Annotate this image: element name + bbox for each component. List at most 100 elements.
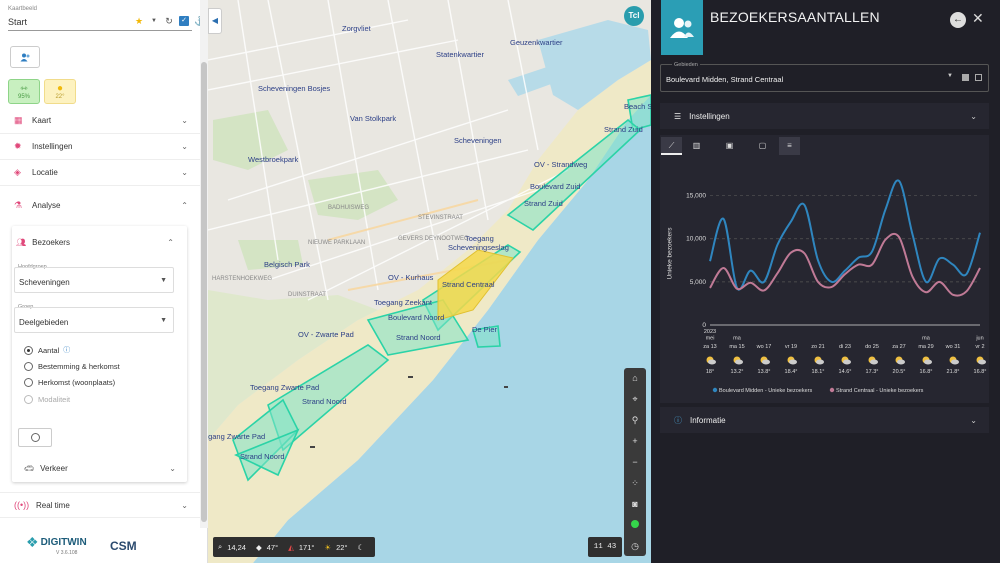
line-chart-tab[interactable]: ⟋	[661, 137, 682, 155]
circle-toggle-button[interactable]	[18, 428, 52, 447]
checkbox-filled-icon[interactable]	[962, 74, 969, 81]
x-tick-label: vr 2	[975, 344, 984, 350]
radio-modaliteit-label: Modaliteit	[38, 395, 71, 404]
chevron-down-icon: ⌄	[970, 415, 977, 425]
legend-swatch	[829, 387, 835, 393]
clock-icon[interactable]: ◷	[631, 541, 639, 551]
weather-temp-label: 21.8°	[947, 369, 960, 375]
list-tab[interactable]: ≡	[779, 137, 800, 155]
menu-locatie[interactable]: ◈ Locatie ⌄	[0, 160, 200, 186]
sidebar-scroll-thumb[interactable]	[201, 62, 207, 522]
menu-kaart[interactable]: ▦ Kaart ⌄	[0, 108, 200, 134]
map-view[interactable]: Zorgvliet Statenkwartier Geuzenkwartier …	[208, 0, 651, 563]
weather-temp-label: 16.8°	[920, 369, 933, 375]
marker-icon[interactable]: ⚲	[631, 415, 639, 425]
close-button[interactable]: ✕	[972, 10, 984, 26]
menu-locatie-label: Locatie	[32, 168, 58, 177]
sliders-icon: ☰	[674, 111, 682, 121]
radio-bestemming-label: Bestemming & herkomst	[38, 362, 120, 371]
cloud-icon	[870, 359, 878, 365]
chevron-down-icon: ⌄	[181, 168, 188, 177]
kaartbeeld-label: Kaartbeeld	[8, 6, 38, 12]
checkbox-icon[interactable]	[975, 74, 982, 81]
cloud-icon	[951, 359, 959, 365]
clipboard-icon: ▢	[758, 141, 767, 150]
cloud-icon	[924, 359, 932, 365]
menu-analyse[interactable]: ⚗ Analyse ⌃	[0, 192, 200, 218]
map-label: Toegang	[465, 234, 494, 243]
circle-icon	[30, 433, 40, 442]
x-tick-label-top: ma	[922, 336, 931, 342]
menu-instellingen[interactable]: ✹ Instellingen ⌄	[0, 134, 200, 160]
series-line-2	[709, 232, 981, 297]
radio-herkomst[interactable]: Herkomst (woonplaats)	[24, 378, 115, 387]
anchor-icon[interactable]: ⚓	[194, 16, 205, 26]
gebieden-select[interactable]	[660, 64, 989, 92]
weather-temp-label: 14.6°	[839, 369, 852, 375]
menu-realtime[interactable]: ((•)) Real time ⌄	[0, 492, 200, 518]
zoom-out-icon[interactable]: −	[632, 457, 638, 467]
temperature-tile[interactable]: ● 22°	[44, 79, 76, 104]
cloud-icon	[762, 359, 770, 365]
bar-chart-tab[interactable]: ▥	[686, 137, 707, 155]
instellingen-section[interactable]: ☰ Instellingen ⌄	[660, 103, 989, 129]
menu-realtime-label: Real time	[36, 500, 70, 510]
bearing-value: 171°	[298, 542, 315, 552]
info-icon[interactable]: ⓘ	[63, 347, 71, 354]
x-tick-label: za 27	[892, 344, 905, 350]
car-icon: 🚗︎	[24, 464, 35, 473]
moon-icon[interactable]: ☾	[357, 542, 365, 552]
humidity-tile[interactable]: ⇿ 95%	[8, 79, 40, 104]
collapse-sidebar-button[interactable]: ◀	[208, 8, 222, 34]
clipboard-tab[interactable]: ▢	[752, 137, 773, 155]
gebieden-label: Gebieden	[672, 62, 700, 68]
chevron-down-icon: ⌄	[970, 111, 977, 121]
broadcast-icon: ((•))	[14, 500, 30, 510]
flask-icon: ⚗	[14, 199, 23, 210]
refresh-icon[interactable]: ↻	[165, 16, 173, 26]
informatie-section[interactable]: ⓘ Informatie ⌄	[660, 407, 989, 433]
map-canvas[interactable]	[208, 0, 651, 563]
caret-down-icon[interactable]: ▼	[947, 73, 953, 79]
camera-icon[interactable]: ◙	[632, 499, 638, 509]
series-line-1	[709, 179, 981, 291]
chevron-up-icon: ⌃	[167, 238, 174, 247]
radio-herkomst-label: Herkomst (woonplaats)	[38, 378, 116, 387]
map-label: Toegang Zeekant	[374, 298, 432, 307]
map-label: OV - Kurhaus	[388, 273, 434, 282]
map-label: Geuzenkwartier	[510, 38, 563, 47]
verkeer-row[interactable]: 🚗︎ Verkeer ⌄	[24, 464, 180, 473]
image-tab[interactable]: ▣	[719, 137, 740, 155]
groep-select[interactable]: Deelgebieden ▼	[14, 307, 174, 333]
cloud-icon	[708, 359, 716, 365]
instellingen-label: Instellingen	[689, 111, 730, 121]
weather-temp-label: 17.3°	[866, 369, 879, 375]
user-button[interactable]	[10, 46, 40, 68]
star-icon[interactable]: ★	[134, 16, 144, 26]
grid-icon[interactable]: ⁘	[631, 478, 639, 488]
csm-logo: CSM	[110, 539, 137, 553]
back-button[interactable]: ←	[950, 12, 966, 28]
bezoekers-header[interactable]: 👥︎ Bezoekers ⌃	[16, 238, 186, 247]
radio-bestemming[interactable]: Bestemming & herkomst	[24, 362, 120, 371]
checkbox-icon[interactable]: ✓	[179, 16, 189, 26]
list-icon: ≡	[787, 141, 792, 150]
map-label: Beach S	[624, 102, 651, 111]
panel-title: BEZOEKERSAANTALLEN	[710, 9, 880, 25]
caret-down-icon[interactable]: ▼	[151, 18, 157, 24]
menu-analyse-label: Analyse	[32, 200, 61, 210]
user-avatar[interactable]: Tcl	[624, 6, 644, 26]
location-pin-icon[interactable]: ⌖	[632, 394, 638, 404]
y-tick-label: 0	[702, 322, 706, 329]
kaartbeeld-select[interactable]: Start	[8, 17, 28, 27]
cloud-icon	[897, 359, 905, 365]
weather-temp-label: 16.8°	[974, 369, 987, 375]
street-label: DUINSTRAAT	[288, 292, 326, 298]
map-label: Toegang Zwarte Pad	[250, 383, 320, 392]
hoofdgroep-select[interactable]: Scheveningen ▼	[14, 267, 174, 293]
home-icon[interactable]: ⌂	[632, 373, 638, 383]
radio-aantal[interactable]: Aantal ⓘ	[24, 345, 70, 355]
map-label: Toegang Zwarte Pad	[208, 432, 266, 441]
zoom-in-icon[interactable]: +	[632, 436, 638, 446]
street-label: STEVINSTRAAT	[418, 215, 463, 221]
